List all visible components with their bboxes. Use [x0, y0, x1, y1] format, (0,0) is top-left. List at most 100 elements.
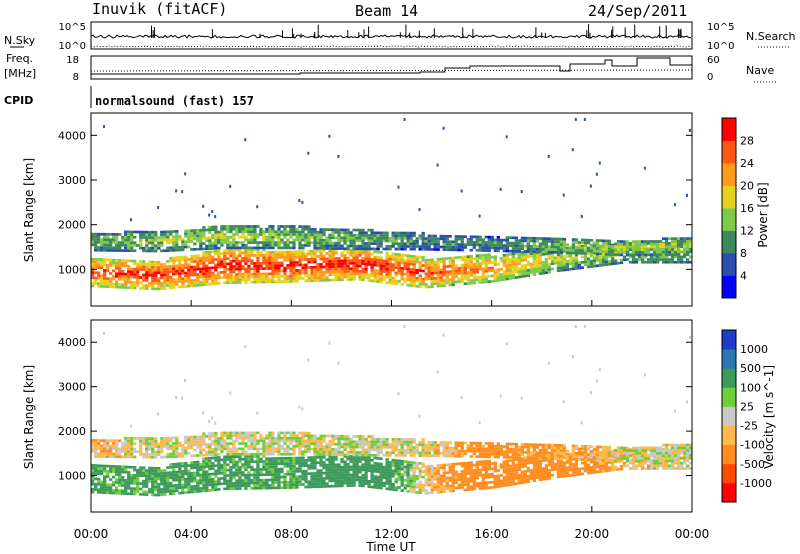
power-cell	[559, 243, 564, 246]
power-cell	[499, 238, 503, 242]
power-cell	[412, 234, 416, 238]
power-cell	[655, 260, 660, 264]
power-cell	[271, 272, 275, 276]
velocity-cell	[280, 462, 284, 466]
power-cell	[586, 246, 591, 250]
velocity-cell	[232, 450, 236, 453]
power-cell	[358, 231, 362, 235]
power-cell	[196, 273, 200, 276]
power-cell	[388, 276, 392, 280]
power-cell	[649, 240, 654, 243]
power-cell	[154, 271, 158, 275]
velocity-cell	[385, 476, 389, 480]
velocity-cell	[388, 479, 392, 483]
power-cell	[373, 250, 377, 254]
power-cell	[406, 259, 410, 263]
power-cell	[286, 225, 290, 228]
power-cell	[220, 244, 224, 247]
power-cell	[247, 275, 251, 279]
power-cell	[415, 268, 419, 272]
velocity-cell	[307, 485, 311, 489]
velocity-cell	[202, 468, 206, 471]
power-cell	[157, 236, 161, 239]
velocity-cell	[244, 484, 248, 488]
velocity-cell	[292, 464, 296, 468]
power-cell	[367, 257, 371, 261]
velocity-cell	[409, 482, 413, 486]
power-cell	[121, 283, 125, 287]
power-cell	[310, 266, 314, 269]
velocity-cell	[235, 473, 239, 477]
velocity-cell	[214, 437, 218, 440]
power-cell	[208, 228, 212, 232]
velocity-cell	[118, 468, 122, 471]
power-cell	[676, 248, 681, 251]
velocity-cell	[97, 441, 101, 445]
power-cell	[265, 267, 269, 270]
power-cell	[328, 265, 332, 269]
velocity-cell	[106, 452, 110, 456]
power-cell	[376, 261, 380, 265]
velocity-cell	[235, 431, 239, 435]
power-cell	[256, 262, 260, 265]
velocity-cell	[283, 478, 287, 482]
power-cell	[259, 227, 263, 231]
power-cell	[328, 249, 332, 252]
velocity-cell	[292, 456, 296, 460]
velocity-cell	[424, 489, 428, 492]
power-cell	[484, 280, 488, 284]
velocity-cell	[301, 453, 305, 456]
velocity-cell	[334, 471, 338, 475]
power-cell	[685, 260, 690, 264]
power-cell	[580, 238, 585, 242]
power-cell	[595, 249, 600, 253]
power-cell	[202, 261, 206, 265]
power-cell	[562, 260, 567, 264]
power-cell	[418, 263, 422, 267]
velocity-cell	[379, 465, 383, 469]
velocity-cell	[295, 459, 299, 463]
power-cell	[364, 268, 368, 271]
velocity-cell	[211, 477, 215, 481]
velocity-cell	[283, 483, 287, 487]
power-cell	[250, 230, 254, 234]
power-cell	[166, 278, 170, 282]
velocity-cell	[187, 446, 191, 450]
velocity-cell	[256, 462, 260, 466]
power-cell	[397, 264, 401, 267]
power-cell	[286, 241, 290, 244]
velocity-cell	[178, 465, 182, 468]
power-cell	[226, 278, 230, 282]
velocity-cell	[208, 464, 212, 468]
power-cell	[256, 225, 260, 228]
velocity-cell	[343, 445, 347, 449]
velocity-cell	[370, 437, 374, 441]
power-cell	[550, 237, 555, 241]
velocity-cell	[190, 466, 194, 470]
power-cell	[508, 269, 512, 272]
power-cell	[481, 241, 485, 244]
velocity-cell	[100, 452, 104, 456]
velocity-cell	[289, 470, 293, 473]
power-cell	[100, 243, 104, 247]
power-cell	[424, 237, 428, 240]
power-cell	[100, 240, 104, 244]
power-cell	[118, 283, 122, 286]
power-cell	[427, 261, 431, 265]
power-cell	[514, 260, 518, 263]
sky-noise-spikes	[151, 24, 682, 38]
velocity-cell	[415, 483, 419, 486]
power-cell	[382, 236, 386, 240]
power-cell	[595, 244, 600, 248]
power-cell	[424, 242, 428, 246]
power-cell	[100, 248, 104, 252]
power-cell	[367, 260, 371, 264]
power-cell	[676, 255, 681, 259]
power-cell	[121, 243, 125, 247]
velocity-cell	[289, 447, 293, 451]
velocity-cell	[178, 473, 182, 476]
power-cell	[109, 272, 113, 275]
power-cell	[493, 255, 497, 259]
power-cell	[334, 244, 338, 248]
power-cell	[268, 243, 272, 247]
